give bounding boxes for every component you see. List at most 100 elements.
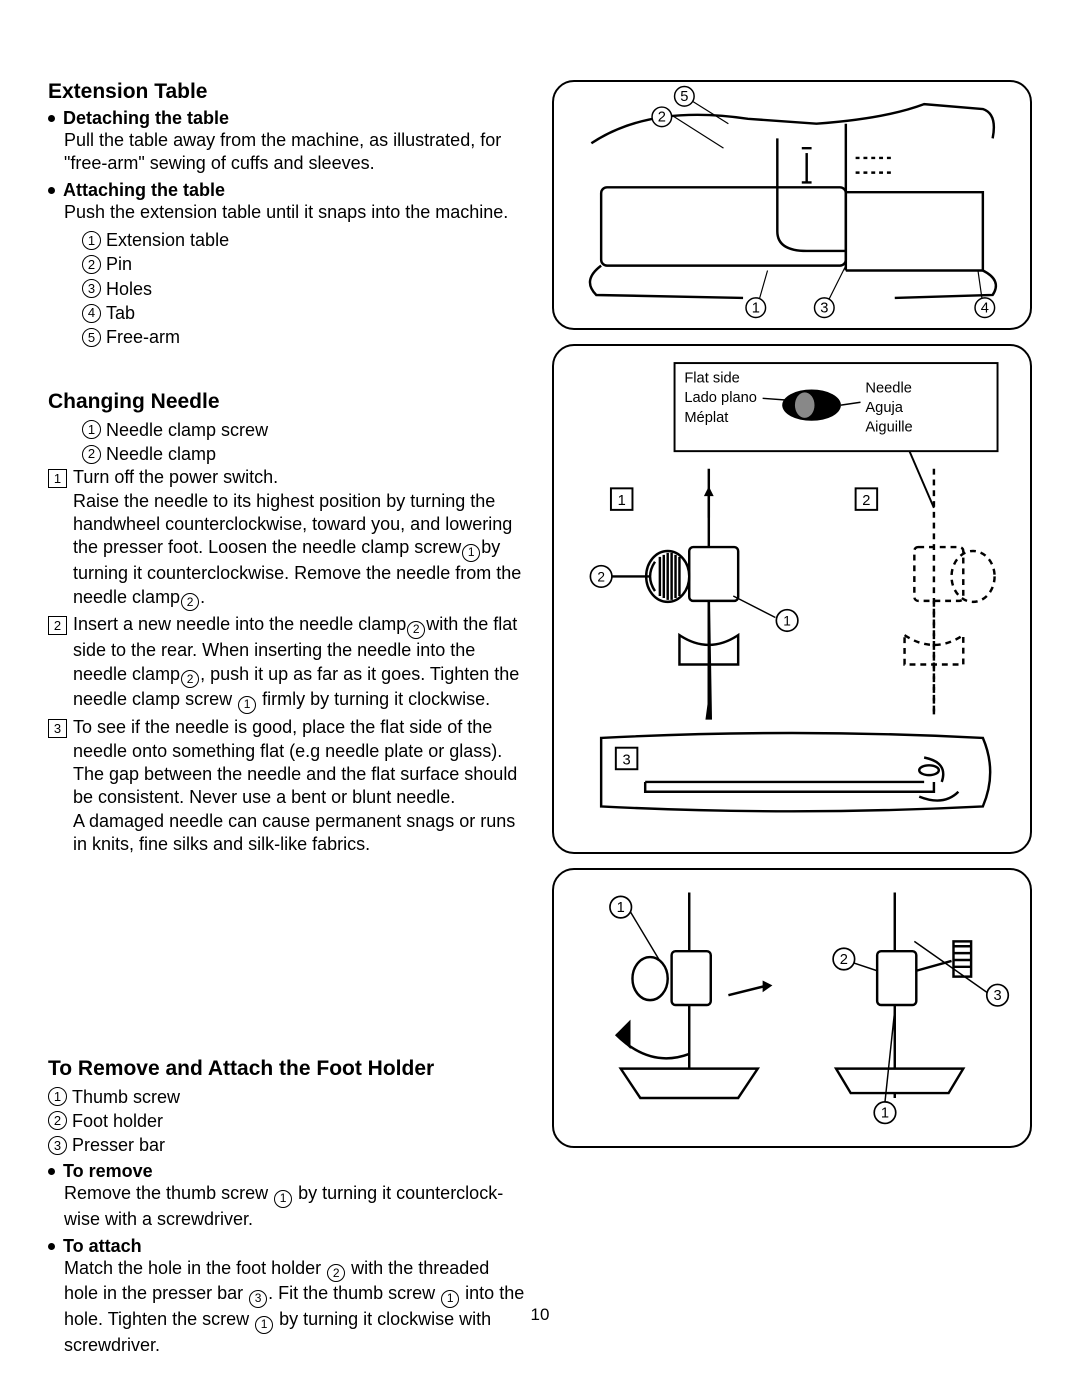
section2-title: Changing Needle (48, 390, 528, 414)
svg-text:3: 3 (820, 301, 828, 317)
legend-label: Foot holder (72, 1109, 163, 1133)
figure-foot-holder: 1 2 3 1 (552, 868, 1032, 1148)
t: Turn off the power switch. (73, 467, 278, 487)
t: Insert a new needle into the needle clam… (73, 614, 406, 634)
legend-label: Free-arm (106, 325, 180, 349)
step-2: 2 Insert a new needle into the needle cl… (48, 613, 528, 714)
circled-number: 1 (48, 1087, 67, 1106)
t: To see if the needle is good, place the … (73, 717, 517, 807)
s1-sub2-header-text: Attaching the table (63, 180, 225, 201)
legend-item: 1Extension table (82, 228, 528, 252)
circled-number: 2 (82, 255, 101, 274)
legend-label: Holes (106, 277, 152, 301)
step-text: Insert a new needle into the needle clam… (73, 613, 528, 714)
legend-label: Needle clamp (106, 442, 216, 466)
circled-number: 2 (82, 445, 101, 464)
circled-number: 2 (407, 621, 425, 639)
t: Match the hole in the foot holder (64, 1258, 326, 1278)
svg-text:1: 1 (617, 900, 625, 916)
circled-number: 1 (441, 1290, 459, 1308)
circled-number: 2 (181, 593, 199, 611)
figure-changing-needle: Flat side Lado plano Méplat Needle Aguja… (552, 344, 1032, 854)
s1-sub2-body: Push the extension table until it snaps … (64, 201, 528, 224)
svg-text:2: 2 (597, 569, 605, 584)
step-1: 1 Turn off the power switch. Raise the n… (48, 466, 528, 611)
svg-text:4: 4 (981, 301, 989, 317)
svg-text:2: 2 (840, 952, 848, 968)
figure-extension-table: 5 2 1 3 4 (552, 80, 1032, 330)
legend-item: 3 Holes (82, 277, 528, 301)
s3-sub2-body: Match the hole in the foot holder 2 with… (64, 1257, 528, 1358)
circled-number: 1 (255, 1316, 273, 1334)
svg-text:3: 3 (993, 988, 1001, 1004)
circled-number: 4 (82, 304, 101, 323)
right-column: 5 2 1 3 4 Flat side Lado plano Méplat Ne… (552, 80, 1032, 1361)
circled-number: 3 (249, 1290, 267, 1308)
svg-text:1: 1 (618, 493, 626, 509)
section1-title: Extension Table (48, 80, 528, 104)
legend-item: 3 Presser bar (48, 1133, 528, 1157)
boxed-number: 3 (48, 719, 67, 738)
bullet-icon (48, 187, 55, 194)
legend-item: 5 Free-arm (82, 325, 528, 349)
t: Remove the thumb screw (64, 1183, 273, 1203)
s2-legend: 1 Needle clamp screw 2 Needle clamp (82, 418, 528, 467)
circled-number: 2 (48, 1111, 67, 1130)
s3-legend: 1 Thumb screw 2 Foot holder 3 Presser bar (48, 1085, 528, 1158)
circled-number: 2 (181, 670, 199, 688)
circled-number: 3 (48, 1136, 67, 1155)
label-aguja: Aguja (865, 400, 903, 416)
step-text: Turn off the power switch. Raise the nee… (73, 466, 528, 611)
circled-number: 2 (327, 1264, 345, 1282)
label-needle: Needle (865, 380, 911, 396)
legend-label: Tab (106, 301, 135, 325)
legend-item: 1 Thumb screw (48, 1085, 528, 1109)
t: firmly by turning it clockwise. (257, 689, 490, 709)
circled-number: 1 (82, 231, 101, 250)
s1-sub1-body: Pull the table away from the machine, as… (64, 129, 528, 176)
s1-sub2-header: Attaching the table (48, 180, 528, 201)
step-3: 3 To see if the needle is good, place th… (48, 716, 528, 856)
boxed-number: 1 (48, 469, 67, 488)
svg-text:3: 3 (623, 752, 631, 768)
circled-number: 3 (82, 279, 101, 298)
svg-text:5: 5 (680, 89, 688, 105)
t: . Fit the thumb screw (268, 1283, 440, 1303)
circled-number: 1 (82, 420, 101, 439)
svg-text:2: 2 (862, 493, 870, 509)
changing-needle-diagram: Flat side Lado plano Méplat Needle Aguja… (562, 346, 1022, 846)
circled-number: 5 (82, 328, 101, 347)
s3-sub2-header-text: To attach (63, 1236, 142, 1257)
bullet-icon (48, 1243, 55, 1250)
s3-sub2-header: To attach (48, 1236, 528, 1257)
step-text: To see if the needle is good, place the … (73, 716, 528, 856)
label-flat-side: Flat side (684, 371, 739, 387)
legend-item: 2Pin (82, 252, 528, 276)
legend-label: Needle clamp screw (106, 418, 268, 442)
circled-number: 1 (462, 544, 480, 562)
circled-number: 1 (274, 1190, 292, 1208)
s3-sub1-header-text: To remove (63, 1161, 153, 1182)
svg-text:1: 1 (783, 613, 791, 628)
page-grid: Extension Table Detaching the table Pull… (48, 80, 1032, 1361)
s1-sub1-header: Detaching the table (48, 108, 528, 129)
svg-text:1: 1 (881, 1106, 889, 1122)
label-aiguille: Aiguille (865, 420, 912, 436)
label-lado-plano: Lado plano (684, 390, 757, 406)
left-column: Extension Table Detaching the table Pull… (48, 80, 528, 1361)
legend-item: 1 Needle clamp screw (82, 418, 528, 442)
legend-item: 2 Foot holder (48, 1109, 528, 1133)
legend-label: Thumb screw (72, 1085, 180, 1109)
bullet-icon (48, 1168, 55, 1175)
label-meplat: Méplat (684, 410, 728, 426)
svg-text:2: 2 (658, 110, 666, 126)
legend-label: Presser bar (72, 1133, 165, 1157)
legend-item: 4 Tab (82, 301, 528, 325)
extension-table-diagram: 5 2 1 3 4 (562, 82, 1022, 322)
legend-item: 2 Needle clamp (82, 442, 528, 466)
svg-text:1: 1 (752, 301, 760, 317)
s3-sub1-header: To remove (48, 1161, 528, 1182)
t: A damaged needle can cause permanent sna… (73, 811, 515, 854)
bullet-icon (48, 115, 55, 122)
s3-sub1-body: Remove the thumb screw 1 by turning it c… (64, 1182, 528, 1231)
